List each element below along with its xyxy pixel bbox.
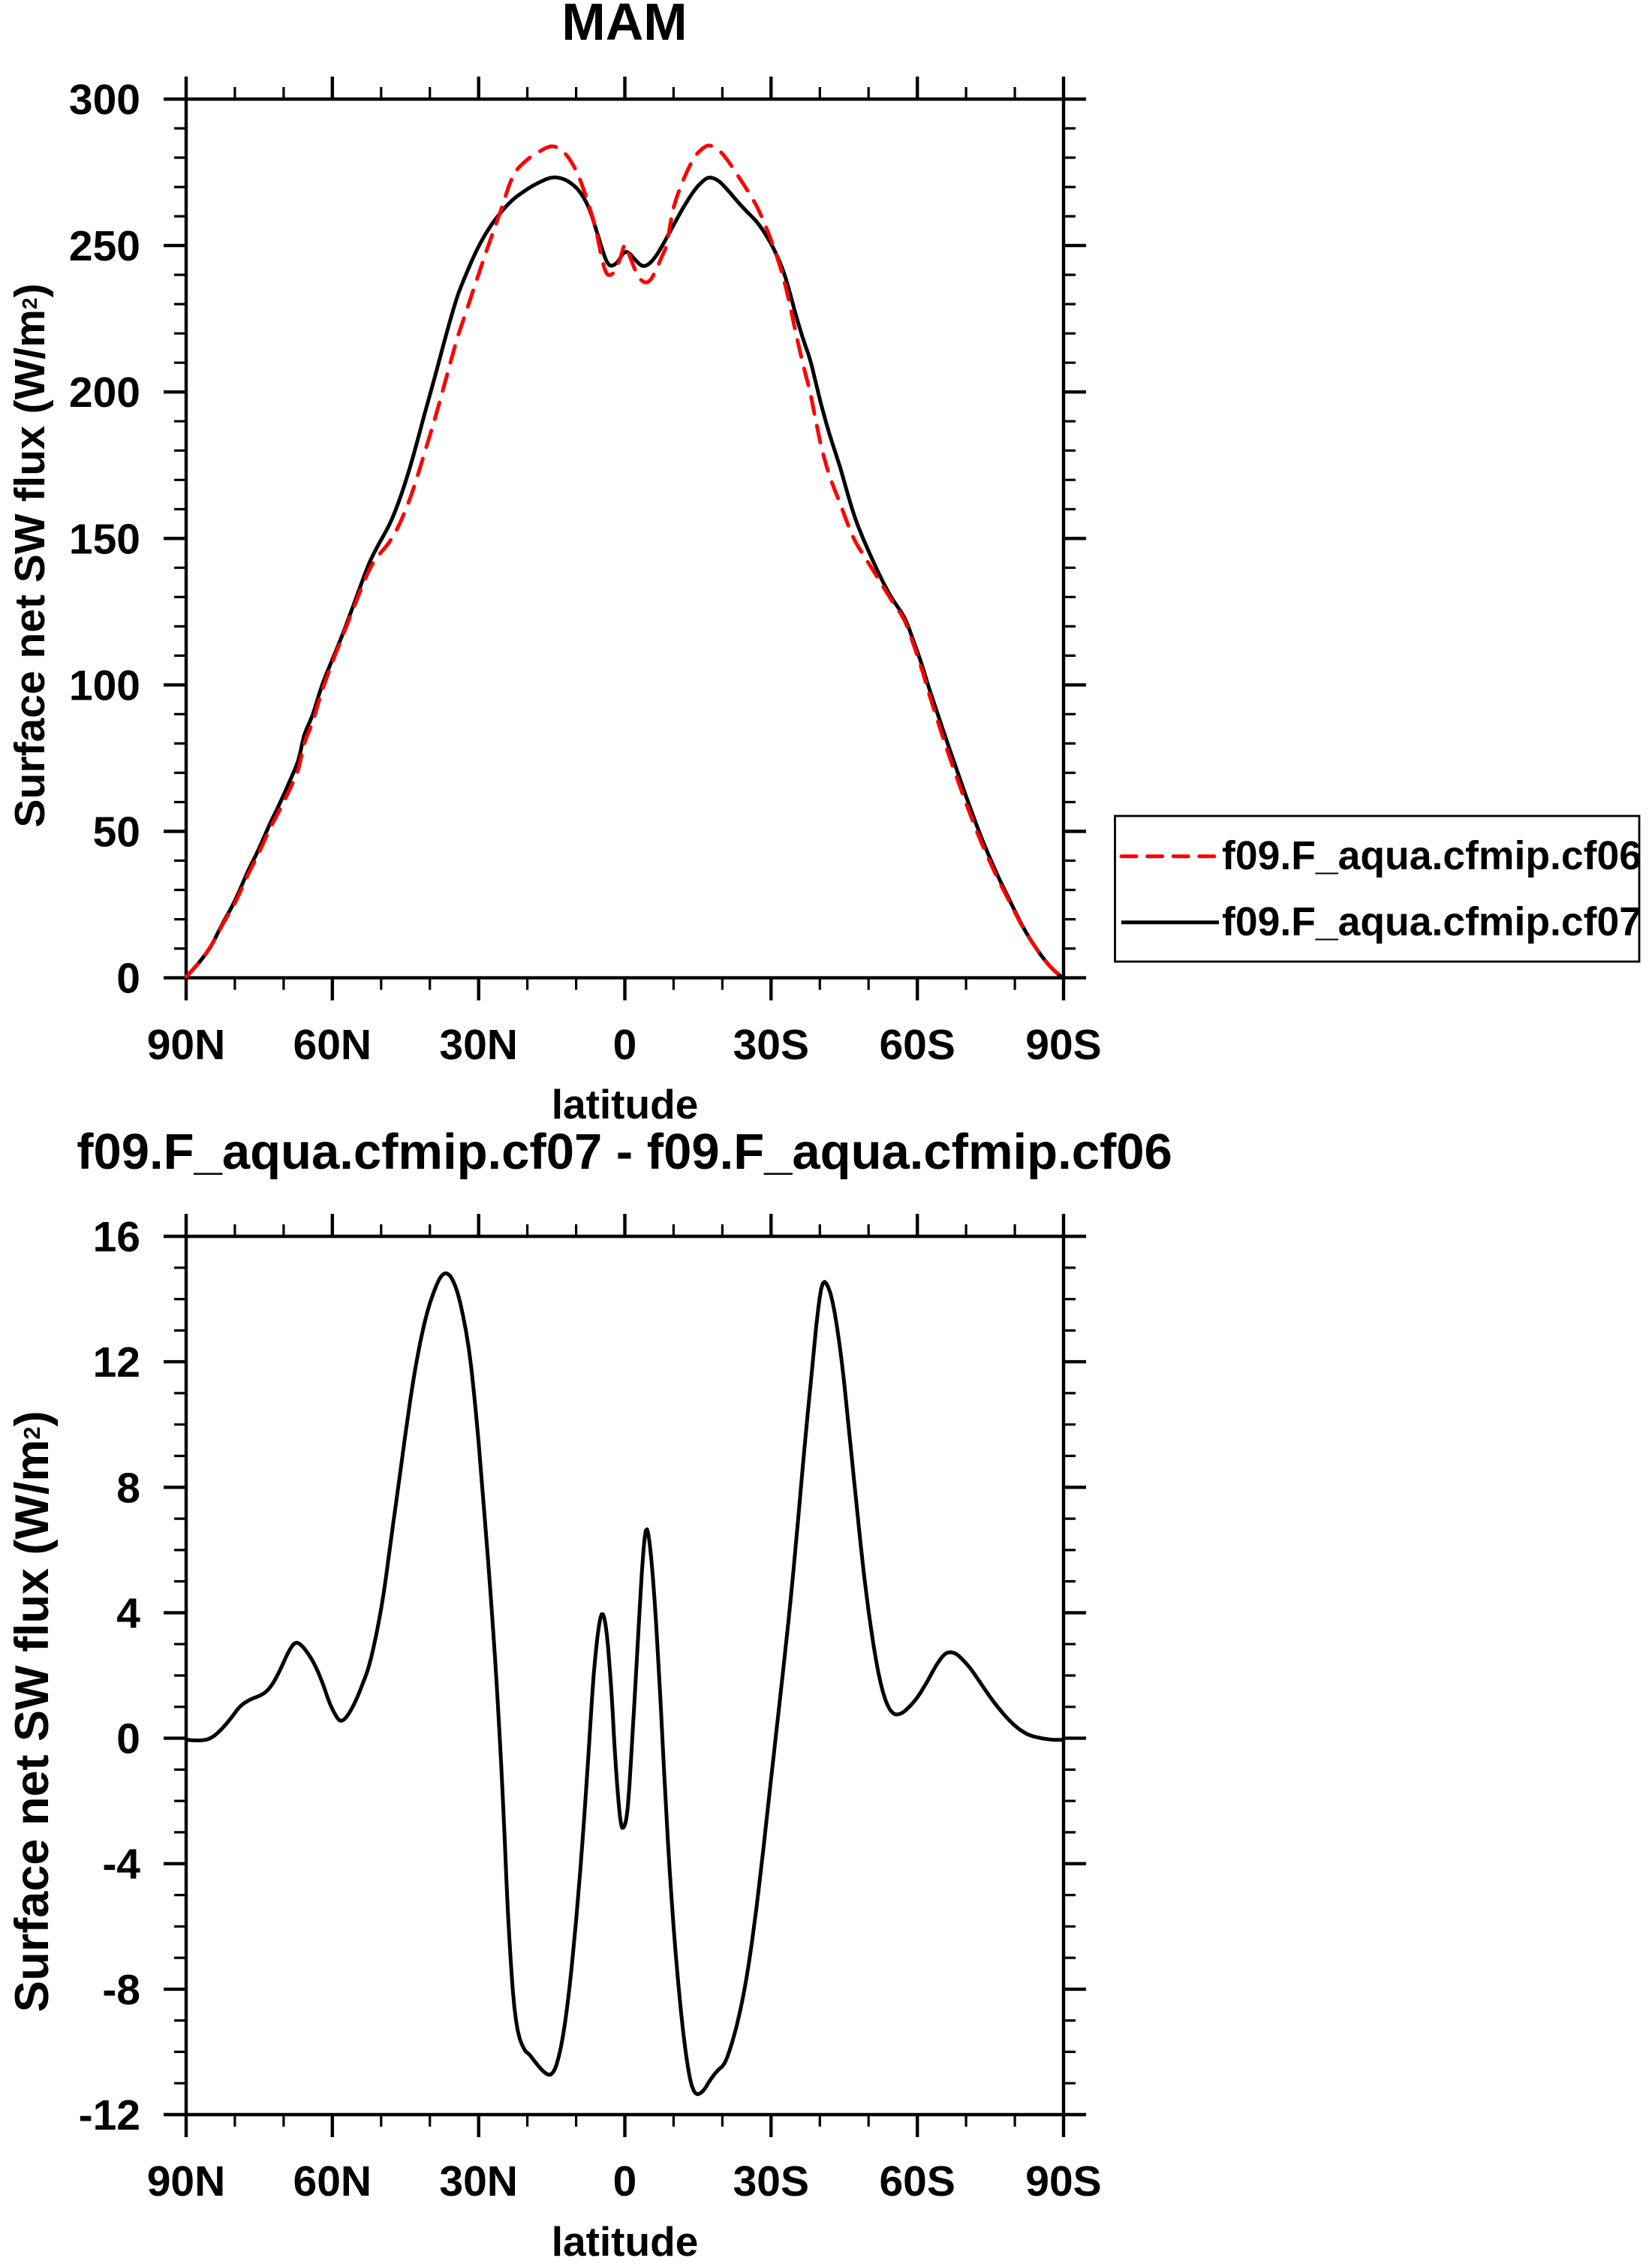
svg-text:30N: 30N — [439, 1021, 518, 1069]
svg-text:latitude: latitude — [552, 2218, 699, 2260]
svg-text:60S: 60S — [879, 2157, 955, 2205]
svg-text:0: 0 — [613, 2157, 637, 2205]
svg-text:12: 12 — [93, 1338, 140, 1386]
svg-text:30N: 30N — [439, 2157, 518, 2205]
svg-text:0: 0 — [116, 955, 140, 1003]
svg-text:150: 150 — [69, 515, 140, 563]
svg-text:30S: 30S — [733, 1021, 809, 1069]
svg-text:Surface net SW flux (W/m2): Surface net SW flux (W/m2) — [6, 1410, 59, 2012]
svg-text:0: 0 — [116, 1715, 140, 1763]
svg-text:4: 4 — [116, 1589, 140, 1637]
svg-text:0: 0 — [613, 1021, 637, 1069]
svg-text:latitude: latitude — [552, 1081, 699, 1127]
svg-text:30S: 30S — [733, 2157, 809, 2205]
svg-text:250: 250 — [69, 222, 140, 270]
svg-text:90S: 90S — [1025, 1021, 1101, 1069]
svg-text:-8: -8 — [102, 1966, 140, 2014]
svg-text:50: 50 — [93, 808, 140, 857]
svg-text:60N: 60N — [293, 1021, 372, 1069]
svg-text:-4: -4 — [102, 1841, 140, 1889]
svg-text:200: 200 — [69, 369, 140, 417]
svg-text:f09.F_aqua.cfmip.cf07: f09.F_aqua.cfmip.cf07 — [1222, 900, 1641, 944]
svg-text:f09.F_aqua.cfmip.cf06: f09.F_aqua.cfmip.cf06 — [1222, 834, 1641, 878]
svg-text:MAM: MAM — [561, 0, 687, 51]
svg-text:90N: 90N — [147, 2157, 226, 2205]
svg-text:60N: 60N — [293, 2157, 372, 2205]
svg-text:300: 300 — [69, 76, 140, 124]
svg-text:90N: 90N — [147, 1021, 226, 1069]
svg-text:8: 8 — [116, 1464, 140, 1512]
svg-text:Surface net SW flux (W/m2): Surface net SW flux (W/m2) — [6, 284, 54, 828]
svg-text:100: 100 — [69, 661, 140, 709]
svg-text:60S: 60S — [879, 1021, 955, 1069]
svg-text:-12: -12 — [79, 2091, 140, 2139]
svg-text:90S: 90S — [1025, 2157, 1101, 2205]
svg-text:f09.F_aqua.cfmip.cf07 - f09.F_: f09.F_aqua.cfmip.cf07 - f09.F_aqua.cfmip… — [77, 1124, 1172, 1180]
svg-text:16: 16 — [93, 1213, 140, 1261]
